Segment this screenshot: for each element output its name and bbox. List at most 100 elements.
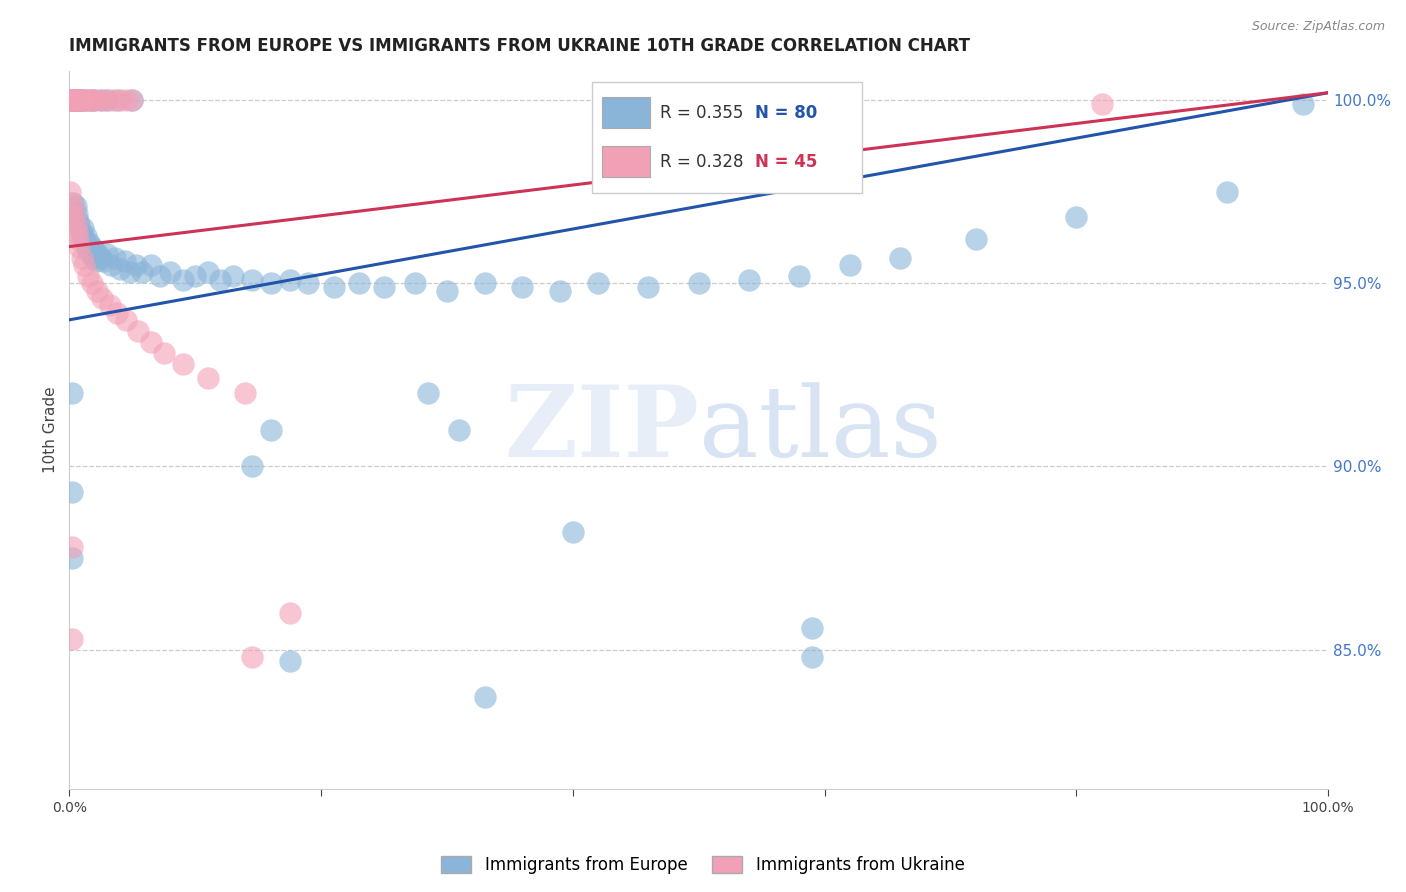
Point (67, 232, 90, 246)
Point (80, 93, 103, 107)
Point (60, 485, 83, 500)
Point (66, 93, 89, 107)
Point (69, 225, 91, 239)
Point (278, 272, 301, 286)
FancyBboxPatch shape (592, 81, 862, 193)
Point (436, 284, 458, 298)
Point (67, 239, 90, 253)
Point (184, 268, 207, 283)
Point (63, 93, 86, 107)
Point (62, 93, 84, 107)
Point (172, 272, 194, 286)
Text: R = 0.328: R = 0.328 (659, 153, 744, 170)
Text: N = 80: N = 80 (755, 103, 817, 121)
Point (474, 690, 496, 705)
Y-axis label: 10th Grade: 10th Grade (44, 386, 58, 473)
Point (90, 93, 112, 107)
Point (82, 251, 104, 265)
Point (65, 218, 87, 232)
Point (1066, 211, 1088, 225)
Point (103, 251, 125, 265)
Point (152, 346, 174, 360)
Point (96, 93, 118, 107)
Point (91, 291, 114, 305)
Point (139, 334, 162, 349)
Point (80, 277, 103, 291)
Point (83, 244, 105, 258)
Point (738, 272, 761, 286)
Point (322, 280, 344, 294)
Point (60, 540, 83, 554)
Point (96, 247, 118, 261)
Point (90, 251, 112, 265)
Point (67, 93, 90, 107)
Point (373, 280, 395, 294)
Point (63, 93, 86, 107)
Legend: Immigrants from Europe, Immigrants from Ukraine: Immigrants from Europe, Immigrants from … (434, 849, 972, 881)
Point (67, 218, 90, 232)
Point (197, 371, 219, 385)
Point (77, 244, 100, 258)
Point (139, 258, 162, 272)
Point (79, 247, 101, 261)
Point (105, 93, 128, 107)
Point (347, 277, 370, 291)
Point (115, 313, 138, 327)
Point (637, 280, 659, 294)
Point (62, 202, 84, 217)
Point (240, 459, 263, 474)
Point (416, 386, 439, 401)
Text: atlas: atlas (699, 382, 942, 477)
Point (586, 277, 609, 291)
Point (801, 621, 824, 635)
Point (66, 225, 89, 239)
Point (60, 551, 83, 566)
Point (67, 214, 90, 228)
Point (108, 261, 131, 276)
Point (197, 265, 219, 279)
Point (67, 93, 90, 107)
Point (60, 386, 83, 401)
Point (222, 268, 245, 283)
Point (63, 211, 86, 225)
Point (73, 258, 96, 272)
Point (114, 254, 136, 268)
Point (73, 93, 96, 107)
Point (86, 284, 108, 298)
Point (100, 258, 122, 272)
Point (65, 93, 87, 107)
Point (59, 93, 82, 107)
Point (115, 93, 138, 107)
Point (60, 93, 83, 107)
Point (108, 93, 131, 107)
Point (965, 232, 987, 246)
Point (561, 525, 583, 540)
Point (62, 195, 84, 210)
Point (87, 247, 110, 261)
Point (65, 93, 87, 107)
Point (77, 93, 100, 107)
Point (240, 272, 263, 286)
Point (98, 298, 121, 312)
Point (1216, 185, 1239, 199)
Point (688, 277, 710, 291)
Point (66, 93, 89, 107)
Point (889, 251, 911, 265)
Point (69, 93, 91, 107)
Point (75, 228, 97, 243)
Point (121, 93, 143, 107)
Point (278, 606, 301, 620)
Point (76, 239, 98, 253)
Point (67, 93, 90, 107)
Point (240, 649, 263, 664)
Point (512, 280, 534, 294)
Point (70, 93, 93, 107)
Point (91, 254, 114, 268)
Point (789, 268, 811, 283)
Point (125, 258, 148, 272)
Point (103, 93, 125, 107)
Point (60, 93, 83, 107)
Point (79, 235, 101, 250)
Point (105, 305, 128, 319)
Point (172, 357, 194, 371)
